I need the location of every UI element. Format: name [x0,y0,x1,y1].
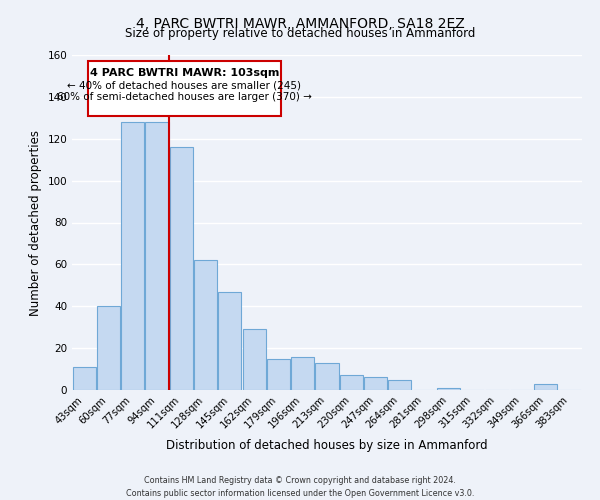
Bar [73,367,95,390]
Bar [291,356,314,390]
Bar [340,376,363,390]
Y-axis label: Number of detached properties: Number of detached properties [29,130,42,316]
Bar [194,260,217,390]
Bar [388,380,412,390]
Bar [170,147,193,390]
Bar [316,363,338,390]
Bar [145,122,169,390]
Bar [534,384,557,390]
Bar [364,378,387,390]
Text: 4, PARC BWTRI MAWR, AMMANFORD, SA18 2EZ: 4, PARC BWTRI MAWR, AMMANFORD, SA18 2EZ [136,18,464,32]
Text: Size of property relative to detached houses in Ammanford: Size of property relative to detached ho… [125,28,475,40]
Text: 4 PARC BWTRI MAWR: 103sqm: 4 PARC BWTRI MAWR: 103sqm [89,68,279,78]
X-axis label: Distribution of detached houses by size in Ammanford: Distribution of detached houses by size … [166,439,488,452]
Bar [218,292,241,390]
Text: 60% of semi-detached houses are larger (370) →: 60% of semi-detached houses are larger (… [57,92,312,102]
Bar [97,306,120,390]
Bar [242,330,266,390]
Bar [437,388,460,390]
Text: ← 40% of detached houses are smaller (245): ← 40% of detached houses are smaller (24… [67,80,301,90]
Text: Contains HM Land Registry data © Crown copyright and database right 2024.
Contai: Contains HM Land Registry data © Crown c… [126,476,474,498]
Bar [267,358,290,390]
FancyBboxPatch shape [88,62,281,116]
Bar [121,122,144,390]
